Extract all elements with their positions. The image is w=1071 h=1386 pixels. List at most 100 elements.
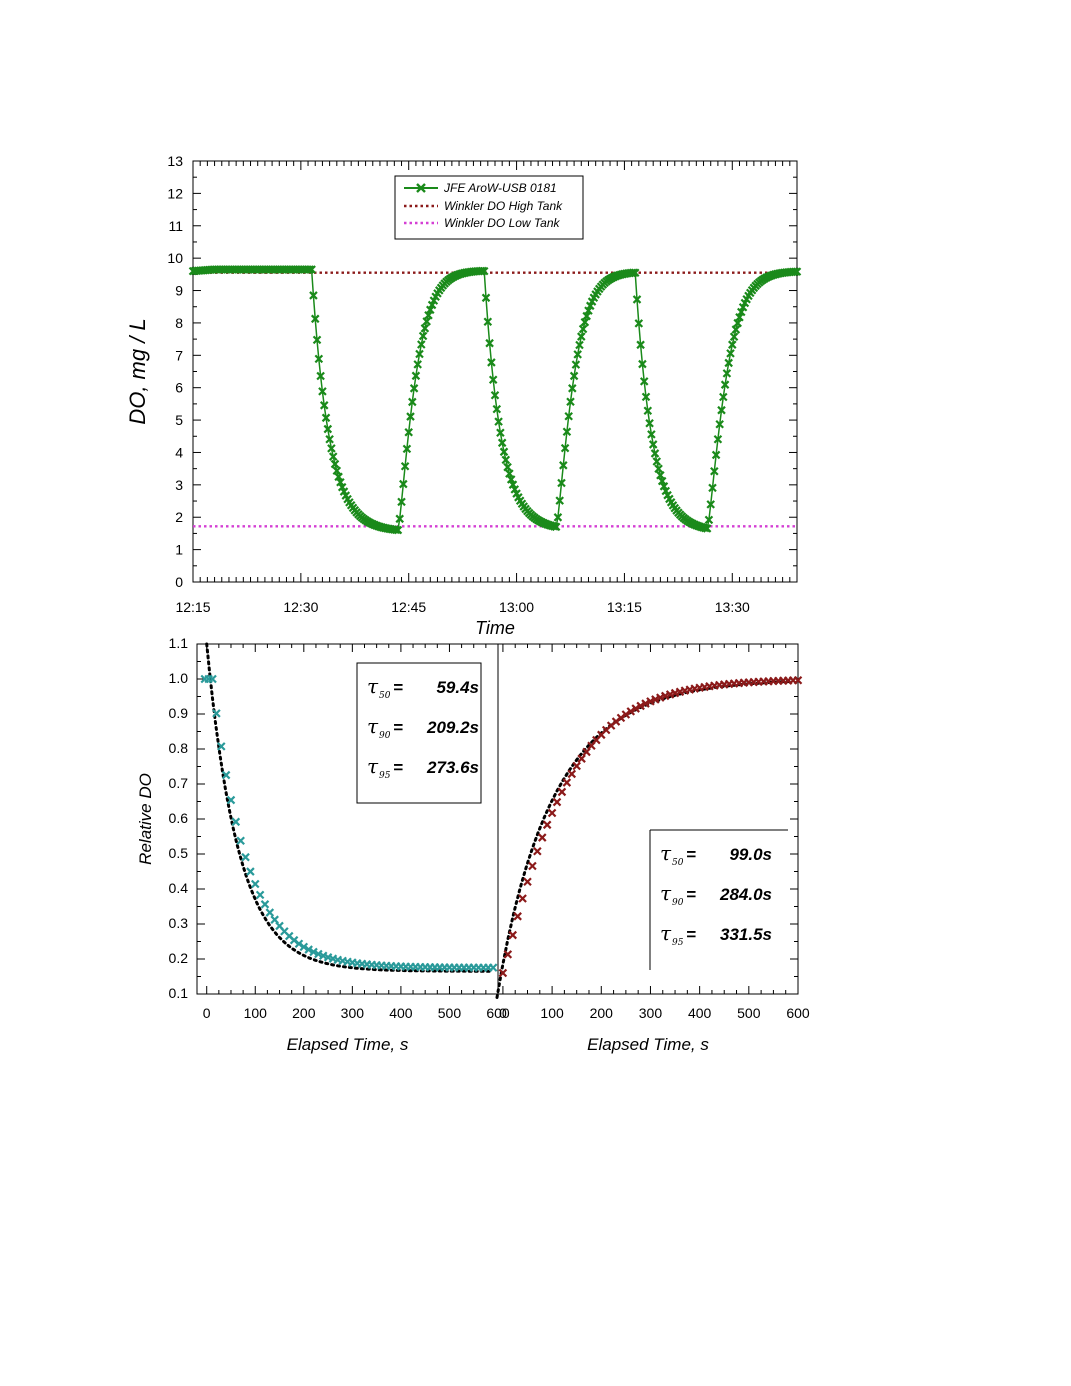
br-data-point-stroke-b xyxy=(508,930,518,940)
sensor-point-stroke-b xyxy=(415,349,424,359)
sensor-point-stroke-b xyxy=(391,525,401,535)
br-data-point-stroke-b xyxy=(636,701,645,711)
sensor-point-stroke-b xyxy=(557,478,566,488)
sensor-point xyxy=(569,371,579,381)
sensor-point xyxy=(638,359,647,369)
sensor-point-stroke-b xyxy=(630,268,640,278)
sensor-point-stroke-b xyxy=(397,497,406,507)
sensor-point-stroke-b xyxy=(506,475,516,484)
sensor-point xyxy=(420,324,430,333)
sensor-point xyxy=(422,317,431,326)
sensor-point-stroke-b xyxy=(404,427,413,437)
sensor-point-stroke-b xyxy=(399,479,408,489)
bl-data-point xyxy=(250,879,260,889)
bl-data-point xyxy=(314,949,323,959)
sensor-point xyxy=(645,418,654,428)
sensor-point-stroke-b xyxy=(479,266,489,276)
sensor-point-stroke-b xyxy=(314,354,324,364)
sensor-point xyxy=(630,268,640,278)
top-y-tick-label: 4 xyxy=(175,444,183,460)
br-data-point-stroke-b xyxy=(567,769,577,779)
sensor-point xyxy=(494,417,503,426)
sensor-point xyxy=(501,455,511,465)
sensor-point-stroke-b xyxy=(704,515,714,525)
top-x-tick-label: 12:15 xyxy=(175,599,210,615)
br-data-point xyxy=(552,797,562,807)
bl-data-point-stroke-b xyxy=(208,674,217,684)
sensor-point xyxy=(334,472,343,482)
bl-tau-box-frame xyxy=(356,662,482,804)
br-data-point-stroke-b xyxy=(537,833,547,842)
sensor-point xyxy=(643,406,653,416)
br-data-point-stroke-b xyxy=(651,695,660,704)
bl-y-tick-label: 0.1 xyxy=(169,985,189,1001)
sensor-point-stroke-b xyxy=(508,480,518,489)
bl-data-point xyxy=(216,742,226,751)
sensor-point-stroke-b xyxy=(573,350,582,359)
bl-data-point xyxy=(299,942,309,952)
br-data-point-stroke-b xyxy=(552,797,562,807)
br-x-tick-label: 100 xyxy=(540,1005,564,1021)
bl-data-point xyxy=(294,939,304,949)
sensor-point-stroke-b xyxy=(332,466,342,476)
br-tau-value: 331.5s xyxy=(720,925,772,944)
br-data-point xyxy=(542,820,552,830)
sensor-point-stroke-b xyxy=(483,317,493,327)
sensor-point-stroke-b xyxy=(722,369,732,378)
br-data-point-stroke-b xyxy=(533,846,542,856)
bl-data-point-stroke-b xyxy=(309,947,318,957)
sensor-point xyxy=(395,514,405,524)
sensor-point xyxy=(415,349,424,359)
sensor-point-stroke-b xyxy=(417,340,426,349)
top-y-tick-label: 8 xyxy=(175,315,183,331)
bl-data-point-stroke-b xyxy=(255,890,265,900)
sensor-point-stroke-b xyxy=(406,412,415,421)
sensor-point-stroke-b xyxy=(328,452,338,461)
sensor-point-stroke-b xyxy=(659,482,669,491)
sensor-point xyxy=(575,340,584,350)
sensor-point xyxy=(488,375,498,385)
br-data-point xyxy=(631,704,640,713)
sensor-point xyxy=(318,387,327,396)
bl-tau-box: τ 50 = 59.4sτ 90 = 209.2sτ 95 = 273.6s xyxy=(356,662,482,804)
bl-tau-equals: = xyxy=(393,758,403,777)
sensor-point xyxy=(505,469,514,478)
sensor-point-stroke-b xyxy=(490,390,500,400)
br-tau-symbol: τ xyxy=(660,921,672,945)
sensor-point-stroke-b xyxy=(575,340,584,350)
sensor-point-stroke-b xyxy=(584,306,593,315)
top-y-tick-label: 9 xyxy=(175,283,183,299)
br-data-point xyxy=(508,930,518,940)
sensor-point-stroke-b xyxy=(731,325,741,334)
sensor-point-stroke-b xyxy=(559,461,568,470)
sensor-point xyxy=(636,340,645,350)
bl-data-point-stroke-b xyxy=(221,770,231,780)
sensor-point-stroke-b xyxy=(641,392,651,402)
br-tau-subscript: 90 xyxy=(672,898,684,908)
top-x-tick-label: 13:15 xyxy=(607,599,642,615)
br-data-point-stroke-b xyxy=(557,787,567,797)
sensor-point-stroke-b xyxy=(719,392,728,402)
br-data-point-stroke-b xyxy=(572,761,581,771)
br-tau-subscript: 50 xyxy=(672,858,684,868)
br-data-point xyxy=(503,950,513,959)
sensor-point xyxy=(305,265,315,274)
sensor-point-stroke-b xyxy=(656,470,665,480)
bl-data-point-stroke-b xyxy=(284,931,294,941)
bl-y-tick-label: 1.1 xyxy=(169,635,189,651)
br-data-point xyxy=(626,707,636,716)
br-data-point xyxy=(646,697,655,706)
sensor-point-stroke-b xyxy=(733,318,742,328)
sensor-point xyxy=(478,266,487,276)
sensor-point xyxy=(490,390,500,400)
sensor-point-stroke-b xyxy=(566,397,575,407)
bl-data-point xyxy=(221,770,231,780)
sensor-point-stroke-b xyxy=(634,319,644,328)
bl-tau-value: 209.2s xyxy=(426,718,479,737)
sensor-point xyxy=(710,466,719,476)
sensor-point-stroke-b xyxy=(323,424,333,434)
top-y-tick-label: 7 xyxy=(175,347,183,363)
sensor-point-stroke-b xyxy=(393,525,403,535)
sensor-point-stroke-b xyxy=(717,405,726,415)
br-data-point xyxy=(533,846,542,856)
